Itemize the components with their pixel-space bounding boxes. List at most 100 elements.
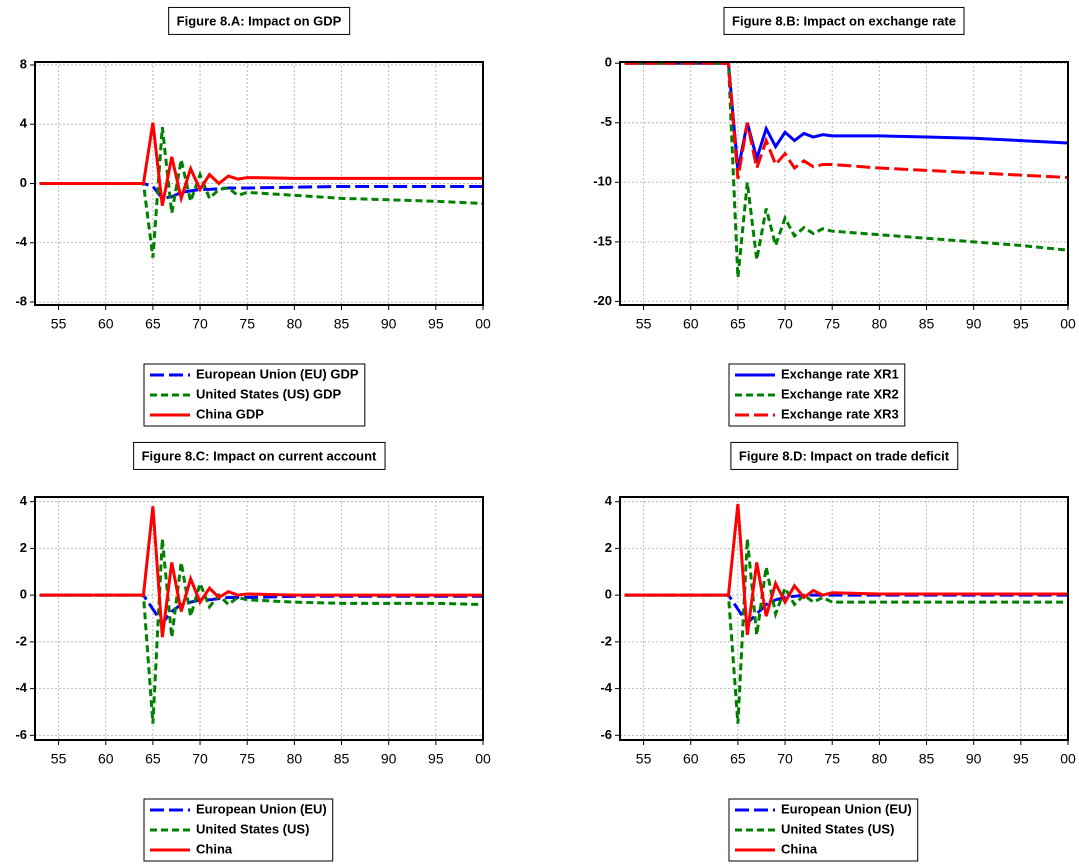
plot-area	[620, 62, 1068, 305]
x-tick-label: 00	[475, 316, 491, 332]
y-tick-label: 0	[605, 55, 612, 70]
x-tick-label: 70	[777, 751, 793, 767]
x-tick-label: 95	[1013, 751, 1029, 767]
y-tick-label: -4	[15, 680, 27, 695]
chart-title: Figure 8.C: Impact on current account	[142, 448, 377, 463]
legend: Exchange rate XR1 Exchange rate XR2 Exchan…	[735, 366, 899, 421]
x-tick-label: 90	[966, 751, 982, 767]
title-box	[723, 6, 965, 35]
x-tick-label: 60	[98, 316, 114, 332]
plot-frame	[34, 496, 484, 741]
legend-label: China	[196, 841, 233, 856]
series-line	[39, 127, 484, 258]
plot-area	[620, 497, 1068, 740]
x-tick-label: 00	[1060, 751, 1076, 767]
x-tick-label: 55	[51, 316, 67, 332]
legend-label: European Union (EU) GDP	[196, 366, 359, 381]
x-tick-label: 85	[919, 751, 935, 767]
legend-label: United States (US) GDP	[196, 386, 342, 401]
legend-label: China	[781, 841, 818, 856]
x-tick-label: 85	[919, 316, 935, 332]
x-tick-label: 75	[239, 316, 255, 332]
y-tick-label: 4	[20, 493, 28, 508]
legend-label: United States (US)	[196, 821, 309, 836]
y-tick-label: -5	[600, 114, 612, 129]
series-line	[624, 61, 1069, 278]
x-tick-label: 85	[334, 751, 350, 767]
series-line	[624, 61, 1069, 180]
x-tick-label: 65	[145, 751, 161, 767]
y-tick-label: 2	[20, 540, 27, 555]
series-line	[39, 506, 483, 638]
legend-label: European Union (EU)	[196, 801, 327, 816]
series-line	[624, 503, 1068, 636]
x-tick-label: 85	[334, 316, 350, 332]
x-tick-label: 75	[239, 751, 255, 767]
chart-title: Figure 8.A: Impact on GDP	[177, 13, 342, 28]
title-box	[168, 6, 351, 35]
x-tick-label: 60	[98, 751, 114, 767]
x-tick-label: 90	[381, 751, 397, 767]
series-line	[39, 538, 484, 724]
x-tick-label: 80	[872, 751, 888, 767]
y-tick-label: -8	[15, 293, 27, 308]
x-tick-label: 95	[1013, 316, 1029, 332]
x-tick-label: 65	[145, 316, 161, 332]
y-tick-label: -6	[600, 727, 612, 742]
x-tick-label: 75	[824, 751, 840, 767]
y-tick-label: -20	[593, 293, 612, 308]
title-box	[730, 441, 959, 470]
x-tick-label: 55	[51, 751, 67, 767]
legend-label: Exchange rate XR2	[781, 386, 899, 401]
plot-frame	[619, 496, 1069, 741]
x-tick-label: 60	[683, 316, 699, 332]
legend-label: United States (US)	[781, 821, 894, 836]
x-tick-label: 55	[636, 751, 652, 767]
x-tick-label: 90	[381, 316, 397, 332]
y-tick-label: -2	[600, 633, 612, 648]
x-tick-label: 70	[192, 751, 208, 767]
plot-frame	[619, 61, 1069, 306]
x-tick-label: 80	[872, 316, 888, 332]
x-tick-label: 80	[287, 316, 303, 332]
x-tick-label: 95	[428, 316, 444, 332]
legend-label: Exchange rate XR1	[781, 366, 899, 381]
legend-label: European Union (EU)	[781, 801, 912, 816]
legend: European Union (EU) United States (US) Chi…	[735, 801, 912, 856]
x-tick-label: 70	[777, 316, 793, 332]
y-tick-label: 4	[605, 493, 613, 508]
x-tick-label: 55	[636, 316, 652, 332]
plot-area	[35, 497, 483, 740]
x-tick-label: 65	[730, 751, 746, 767]
y-tick-label: 0	[605, 587, 612, 602]
x-tick-label: 90	[966, 316, 982, 332]
x-tick-label: 95	[428, 751, 444, 767]
y-tick-label: 4	[20, 116, 28, 131]
y-tick-label: 0	[20, 587, 27, 602]
x-tick-label: 80	[287, 751, 303, 767]
y-tick-label: -2	[15, 633, 27, 648]
y-tick-label: -4	[15, 234, 27, 249]
x-tick-label: 00	[1060, 316, 1076, 332]
y-tick-label: -6	[15, 727, 27, 742]
y-tick-label: -4	[600, 680, 612, 695]
chart-title: Figure 8.B: Impact on exchange rate	[732, 13, 956, 28]
series-line	[39, 122, 483, 207]
y-tick-label: 8	[20, 56, 27, 71]
y-tick-label: 0	[20, 175, 27, 190]
chart-title: Figure 8.D: Impact on trade deficit	[739, 448, 950, 463]
x-tick-label: 70	[192, 316, 208, 332]
x-tick-label: 60	[683, 751, 699, 767]
y-tick-label: -15	[593, 233, 612, 248]
x-tick-label: 75	[824, 316, 840, 332]
legend-label: China GDP	[196, 406, 264, 421]
plot-frame	[34, 61, 484, 306]
y-tick-label: -10	[593, 174, 612, 189]
legend: European Union (EU) United States (US) Chi…	[150, 801, 327, 856]
x-tick-label: 65	[730, 316, 746, 332]
legend-label: Exchange rate XR3	[781, 406, 899, 421]
x-tick-label: 00	[475, 751, 491, 767]
title-box	[133, 441, 386, 470]
